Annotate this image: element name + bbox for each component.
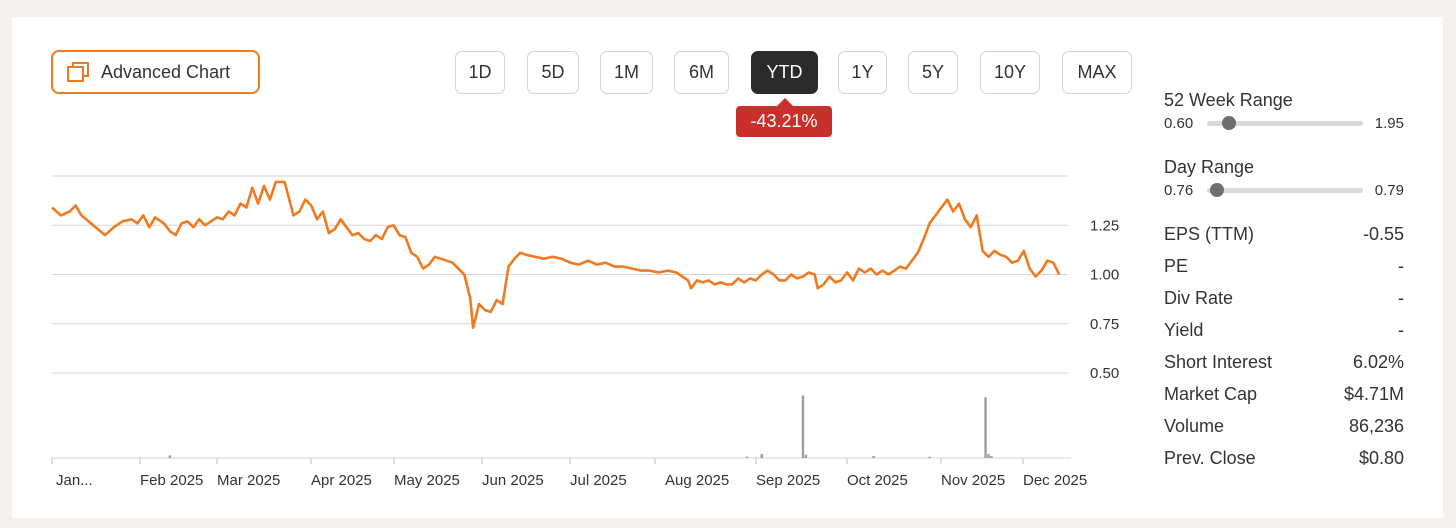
week52-range-title: 52 Week Range <box>1164 90 1293 110</box>
y-tick-label: 1.00 <box>1090 267 1119 284</box>
change-badge-pointer <box>777 98 793 106</box>
timeframe-button-1y[interactable]: 1Y <box>838 51 887 94</box>
stat-value: $4.71M <box>1343 384 1404 404</box>
stat-row: Div Rate - <box>1164 288 1404 309</box>
stat-value: - <box>1398 256 1404 276</box>
stat-label: Market Cap <box>1164 384 1258 404</box>
stat-label: Volume <box>1164 416 1225 436</box>
day-range-marker <box>1209 183 1224 197</box>
x-tick-label: Nov 2025 <box>941 472 1005 489</box>
stat-label: Div Rate <box>1164 288 1234 308</box>
timeframe-button-1d[interactable]: 1D <box>455 51 505 94</box>
volume-bar <box>804 454 808 458</box>
timeframe-button-1m[interactable]: 1M <box>600 51 653 94</box>
timeframe-button-6m[interactable]: 6M <box>674 51 729 94</box>
timeframe-button-max[interactable]: MAX <box>1062 51 1132 94</box>
x-tick-label: Oct 2025 <box>847 472 908 489</box>
timeframe-button-5d[interactable]: 5D <box>527 51 579 94</box>
x-tick-label: May 2025 <box>394 472 460 489</box>
stat-row: Yield - <box>1164 320 1404 341</box>
volume-bar <box>745 456 749 458</box>
volume-bar <box>990 456 993 458</box>
week52-range-track <box>1207 116 1363 130</box>
volume-bar <box>760 454 763 458</box>
x-tick-label: Feb 2025 <box>140 472 203 489</box>
stat-row: Volume 86,236 <box>1164 416 1404 437</box>
x-tick-label: Mar 2025 <box>217 472 280 489</box>
stat-value: $0.80 <box>1358 448 1404 468</box>
advanced-chart-button[interactable]: Advanced Chart <box>51 50 260 94</box>
x-tick-label: Sep 2025 <box>756 472 820 489</box>
week52-range-low: 0.60 <box>1164 115 1194 132</box>
stat-row: Market Cap $4.71M <box>1164 384 1404 405</box>
stat-label: Prev. Close <box>1164 448 1256 468</box>
day-range-high: 0.79 <box>1374 182 1404 199</box>
volume-bar <box>872 456 875 458</box>
stat-value: - <box>1398 288 1404 308</box>
x-tick-label: Apr 2025 <box>311 472 372 489</box>
timeframe-button-ytd[interactable]: YTD <box>751 51 818 94</box>
x-tick-label: Jun 2025 <box>482 472 544 489</box>
volume-bar <box>928 456 931 458</box>
y-tick-label: 0.75 <box>1090 316 1119 333</box>
day-range-low: 0.76 <box>1164 182 1194 199</box>
advanced-chart-icon <box>67 62 89 82</box>
day-range: Day Range 0.76 0.79 <box>1164 157 1404 199</box>
change-badge: -43.21% <box>736 106 832 137</box>
timeframe-button-5y[interactable]: 5Y <box>908 51 958 94</box>
stat-row: Short Interest 6.02% <box>1164 352 1404 373</box>
timeframe-button-10y[interactable]: 10Y <box>980 51 1040 94</box>
x-tick-label: Aug 2025 <box>665 472 729 489</box>
stat-label: PE <box>1164 256 1189 276</box>
stat-value: 86,236 <box>1348 416 1404 436</box>
chart-card <box>12 17 1443 518</box>
volume-bar <box>168 455 171 458</box>
stat-row: Prev. Close $0.80 <box>1164 448 1404 469</box>
stat-value: 6.02% <box>1352 352 1404 372</box>
advanced-chart-label: Advanced Chart <box>101 61 231 82</box>
stat-label: Short Interest <box>1164 352 1273 372</box>
stat-label: EPS (TTM) <box>1164 224 1254 244</box>
stat-value: -0.55 <box>1362 224 1404 244</box>
week52-range-marker <box>1221 116 1236 130</box>
day-range-title: Day Range <box>1164 157 1255 177</box>
week52-range-high: 1.95 <box>1374 115 1404 132</box>
volume-bar <box>987 454 990 458</box>
stat-row: PE - <box>1164 256 1404 277</box>
week52-range: 52 Week Range 0.60 1.95 <box>1164 90 1404 132</box>
stat-value: - <box>1398 320 1404 340</box>
volume-bar <box>984 397 987 458</box>
day-range-track <box>1207 183 1363 197</box>
price-line <box>51 180 1061 330</box>
volume-bar <box>801 395 805 458</box>
price-chart[interactable]: 1.25 1.00 0.75 0.50 Jan... Feb 2025 Mar 2025 Ap… <box>0 0 1150 528</box>
y-tick-label: 0.50 <box>1090 365 1119 382</box>
x-tick-label: Dec 2025 <box>1023 472 1087 489</box>
stat-row: EPS (TTM) -0.55 <box>1164 224 1404 245</box>
x-tick-label: Jul 2025 <box>570 472 627 489</box>
stat-label: Yield <box>1164 320 1204 340</box>
x-tick-label: Jan... <box>56 472 93 489</box>
y-tick-label: 1.25 <box>1090 217 1119 234</box>
